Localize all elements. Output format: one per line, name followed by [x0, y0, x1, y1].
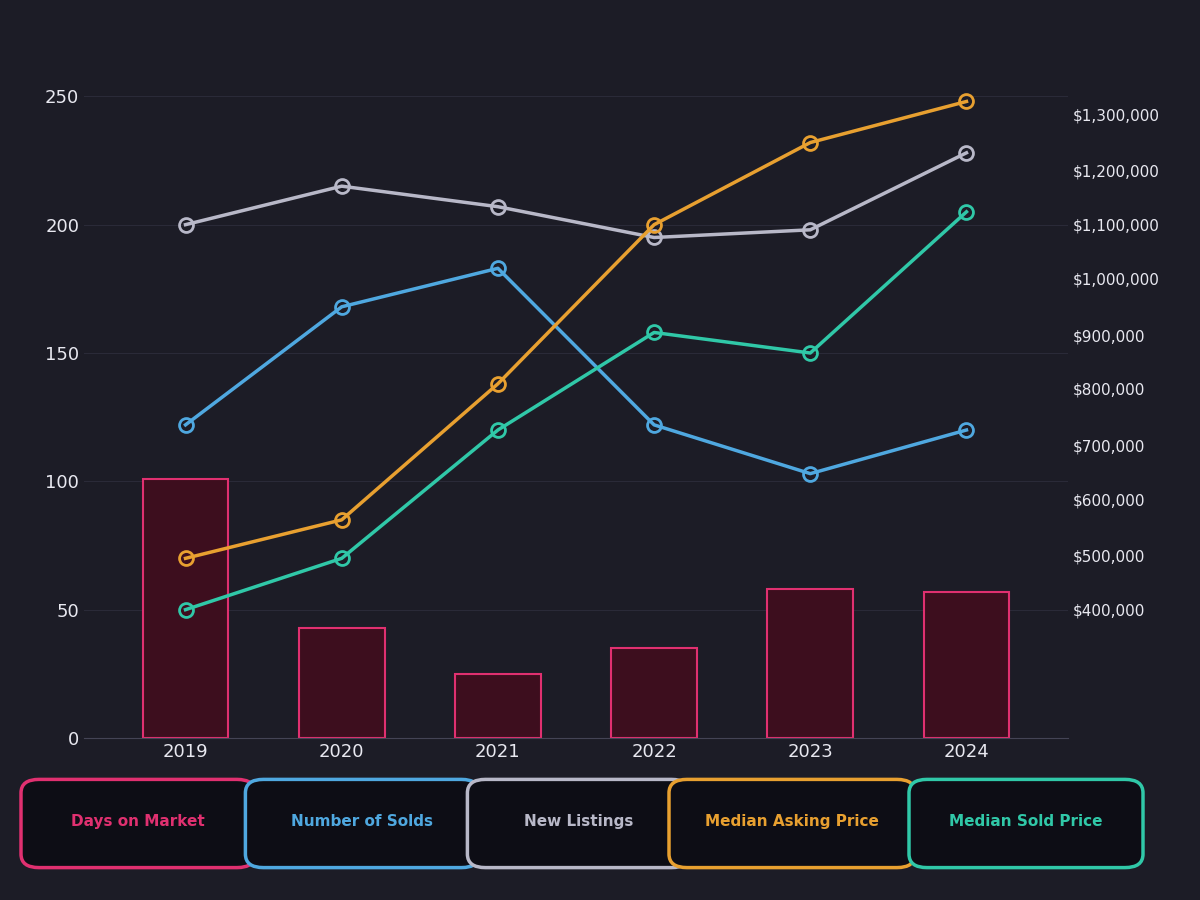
- Bar: [455, 674, 541, 738]
- Text: Days on Market: Days on Market: [71, 814, 205, 829]
- Text: Median Asking Price: Median Asking Price: [706, 814, 878, 829]
- Text: Number of Solds: Number of Solds: [292, 814, 433, 829]
- Bar: [767, 590, 853, 738]
- Text: New Listings: New Listings: [523, 814, 634, 829]
- Text: Median Sold Price: Median Sold Price: [949, 814, 1103, 829]
- Bar: [611, 648, 697, 738]
- Bar: [299, 627, 385, 738]
- Bar: [924, 591, 1009, 738]
- Bar: [143, 479, 228, 738]
